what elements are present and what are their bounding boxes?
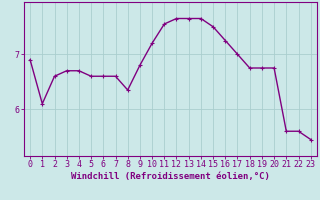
- X-axis label: Windchill (Refroidissement éolien,°C): Windchill (Refroidissement éolien,°C): [71, 172, 270, 181]
